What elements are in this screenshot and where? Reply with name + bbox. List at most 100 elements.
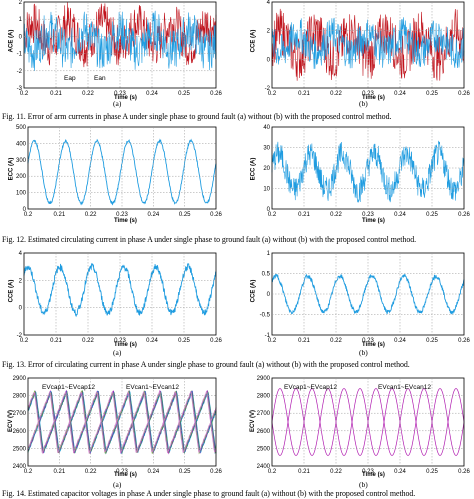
x-tick-label: 0.21 bbox=[298, 469, 310, 475]
fig13a-label: (a) bbox=[113, 348, 122, 357]
annotation-evcap: EVcap1~EVcap12 bbox=[284, 384, 337, 391]
fig13b-plot: 0.2 0.21 0.22 0.23 0.24 0.25 0.26 1 0.5 0 -0.5 -1 bbox=[260, 251, 471, 344]
fig14a-plot: 0.2 0.21 0.22 0.23 0.24 0.25 0.26 2900 2800 2700 2… bbox=[13, 376, 223, 475]
y-tick-label: 4 bbox=[267, 0, 271, 6]
y-tick-label: 2 bbox=[267, 29, 271, 35]
x-tick-label: 0.2 bbox=[268, 338, 277, 344]
fig13a-panel: CCE (A) 0.2 0.21 0.22 0.23 0.24 0.25 0.26 4 2 0 -2… bbox=[6, 250, 222, 350]
x-tick-label: 0.26 bbox=[458, 91, 470, 97]
y-tick-label: -2 bbox=[17, 333, 23, 339]
x-tick-label: 0.2 bbox=[24, 212, 33, 218]
x-tick-label: 0.23 bbox=[114, 338, 126, 344]
fig14b-xlabel: Time (s) bbox=[362, 472, 385, 478]
x-tick-label: 0.25 bbox=[426, 91, 438, 97]
annotation-evcap: EVcap1~EVcap12 bbox=[42, 384, 95, 391]
y-tick-label: 0 bbox=[19, 34, 23, 40]
y-tick-label: 20 bbox=[263, 166, 270, 172]
fig14a-ylabel: ECV (V) bbox=[8, 409, 15, 433]
y-tick-label: 2700 bbox=[257, 411, 271, 417]
fig14a-panel: ECV (V) 0.2 0.21 0.22 0.23 0.24 0.25 0.26 2900 2… bbox=[6, 374, 222, 482]
fig11b-plot: 0.2 0.21 0.22 0.23 0.24 0.25 0.26 4 2 0 -2 bbox=[265, 0, 471, 97]
y-tick-label: 0 bbox=[267, 292, 271, 298]
x-tick-label: 0.26 bbox=[210, 212, 222, 218]
y-tick-label: 0 bbox=[19, 306, 23, 312]
fig12a-ylabel: ECC (A) bbox=[8, 157, 15, 181]
x-tick-label: 0.24 bbox=[146, 91, 158, 97]
x-tick-label: 0.25 bbox=[178, 338, 190, 344]
x-tick-label: 0.26 bbox=[458, 212, 470, 218]
fig13b-xlabel: Time (s) bbox=[362, 342, 385, 348]
y-tick-label: 2800 bbox=[13, 394, 27, 400]
y-tick-label: 0 bbox=[23, 207, 27, 213]
fig13a-plot: 0.2 0.21 0.22 0.23 0.24 0.25 0.26 4 2 0 -2 bbox=[17, 251, 223, 344]
fig14a-label: (a) bbox=[113, 480, 122, 489]
fig14b-label: (b) bbox=[359, 480, 368, 489]
fig11b-ylabel: CCE (A) bbox=[250, 29, 257, 53]
x-tick-label: 0.2 bbox=[268, 212, 277, 218]
x-tick-label: 0.24 bbox=[394, 212, 406, 218]
fig11b-label: (b) bbox=[359, 99, 368, 108]
fig12-caption: Fig. 12. Estimated circulating current i… bbox=[2, 235, 417, 244]
fig13b-panel: CCE (A) 0.2 0.21 0.22 0.23 0.24 0.25 0.26 1 0.5 0… bbox=[250, 250, 470, 350]
y-tick-label: 2500 bbox=[13, 446, 27, 452]
fig11a-label: (a) bbox=[113, 99, 122, 108]
y-tick-label: 500 bbox=[16, 125, 27, 131]
x-tick-label: 0.22 bbox=[330, 338, 342, 344]
y-tick-label: 1 bbox=[19, 17, 23, 23]
x-tick-label: 0.21 bbox=[298, 338, 310, 344]
fig12a-plot: 0.2 0.21 0.22 0.23 0.24 0.25 0.26 500 400 300 200 1… bbox=[16, 125, 223, 218]
y-tick-label: 2800 bbox=[257, 394, 271, 400]
x-tick-label: 0.26 bbox=[458, 338, 470, 344]
fig13a-xlabel: Time (s) bbox=[114, 342, 137, 348]
x-tick-label: 0.23 bbox=[116, 469, 128, 475]
y-tick-label: -1 bbox=[17, 52, 23, 58]
y-tick-label: -0.5 bbox=[260, 313, 271, 319]
fig13b-ylabel: CCE (A) bbox=[250, 279, 257, 303]
x-tick-label: 0.21 bbox=[298, 212, 310, 218]
y-tick-label: 2900 bbox=[257, 376, 271, 382]
blue-trace bbox=[271, 17, 465, 69]
y-tick-label: 2400 bbox=[13, 464, 27, 470]
y-tick-label: -1 bbox=[265, 333, 271, 339]
x-tick-label: 0.2 bbox=[20, 91, 29, 97]
fig12b-xlabel: Time (s) bbox=[362, 218, 385, 224]
y-tick-label: 2500 bbox=[257, 446, 271, 452]
x-tick-label: 0.24 bbox=[147, 212, 159, 218]
fig13-caption: Fig. 13. Error of circulating current in… bbox=[2, 360, 410, 369]
annotation-evcan: EVcan1~EVcan12 bbox=[126, 384, 179, 391]
x-tick-label: 0.25 bbox=[426, 212, 438, 218]
x-tick-label: 0.26 bbox=[210, 91, 222, 97]
fig11a-ylabel: ACE (A) bbox=[8, 29, 15, 53]
y-tick-label: -2 bbox=[17, 69, 23, 75]
fig11-caption: Fig. 11. Error of arm currents in phase … bbox=[2, 112, 392, 121]
fig12b-ylabel: ECC (A) bbox=[250, 157, 257, 181]
y-tick-label: 30 bbox=[263, 146, 270, 152]
y-tick-label: 2 bbox=[19, 0, 23, 6]
y-tick-label: 400 bbox=[16, 141, 27, 147]
x-tick-label: 0.22 bbox=[330, 91, 342, 97]
y-tick-label: 1 bbox=[267, 251, 271, 257]
x-tick-label: 0.26 bbox=[210, 338, 222, 344]
x-tick-label: 0.2 bbox=[268, 469, 277, 475]
x-tick-label: 0.25 bbox=[178, 91, 190, 97]
x-tick-label: 0.21 bbox=[50, 338, 62, 344]
y-tick-label: 2 bbox=[19, 278, 23, 284]
x-tick-label: 0.2 bbox=[24, 469, 33, 475]
fig14b-ylabel: ECV (V) bbox=[250, 409, 257, 433]
fig11a-xlabel: Time (s) bbox=[114, 95, 137, 101]
x-tick-label: 0.23 bbox=[362, 469, 374, 475]
fig11a-panel: ACE (A) 0.2 0.21 0.22 0.23 0.24 0.25 0.26 2 1 0 -1… bbox=[6, 0, 223, 101]
x-tick-label: 0.22 bbox=[85, 212, 97, 218]
fig11b-panel: CCE (A) 0.2 0.21 0.22 0.23 0.24 0.25 0.26 4 2 0 -2… bbox=[250, 0, 471, 101]
x-tick-label: 0.26 bbox=[458, 469, 470, 475]
x-tick-label: 0.24 bbox=[394, 91, 406, 97]
x-tick-label: 0.22 bbox=[330, 212, 342, 218]
x-tick-label: 0.23 bbox=[114, 91, 126, 97]
y-tick-label: 200 bbox=[16, 174, 27, 180]
annotation-evcan: EVcan1~EVcan12 bbox=[378, 384, 431, 391]
fig11a-plot: 0.2 0.21 0.22 0.23 0.24 0.25 0.26 2 1 0 -1 -2 -3 Eap E… bbox=[17, 0, 223, 97]
y-tick-label: -2 bbox=[265, 86, 271, 92]
y-tick-label: 2600 bbox=[13, 429, 27, 435]
x-tick-label: 0.26 bbox=[210, 469, 222, 475]
fig12b-plot: 0.2 0.21 0.22 0.23 0.24 0.25 0.26 40 30 20 10 0 bbox=[263, 125, 470, 218]
